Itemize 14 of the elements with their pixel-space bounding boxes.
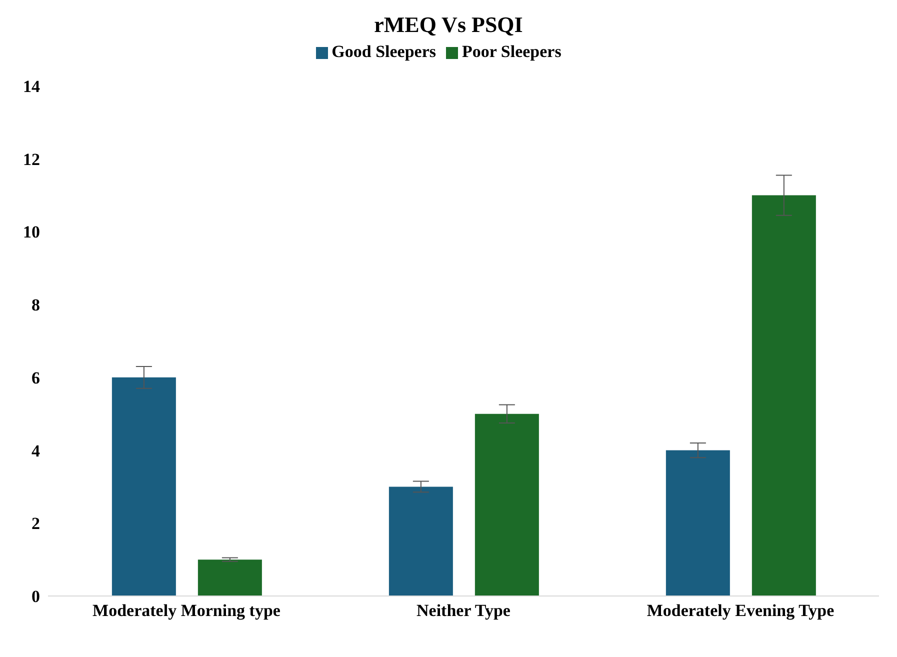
x-tick-label: Neither Type [416,601,511,620]
chart-title: rMEQ Vs PSQI [373,11,524,39]
legend-label: Poor Sleepers [462,42,562,61]
y-tick-label: 10 [23,222,40,242]
x-tick-label: Moderately Evening Type [646,601,835,620]
y-tick-label: 0 [32,587,40,606]
x-tick-label: Moderately Morning type [92,601,281,620]
y-tick-label: 4 [32,441,40,460]
legend-label: Good Sleepers [332,42,436,61]
y-tick-label: 14 [23,77,40,96]
y-tick-label: 6 [32,368,40,388]
y-tick-label: 12 [23,150,40,169]
y-tick-label: 2 [32,514,40,534]
y-tick-label: 8 [32,296,40,315]
